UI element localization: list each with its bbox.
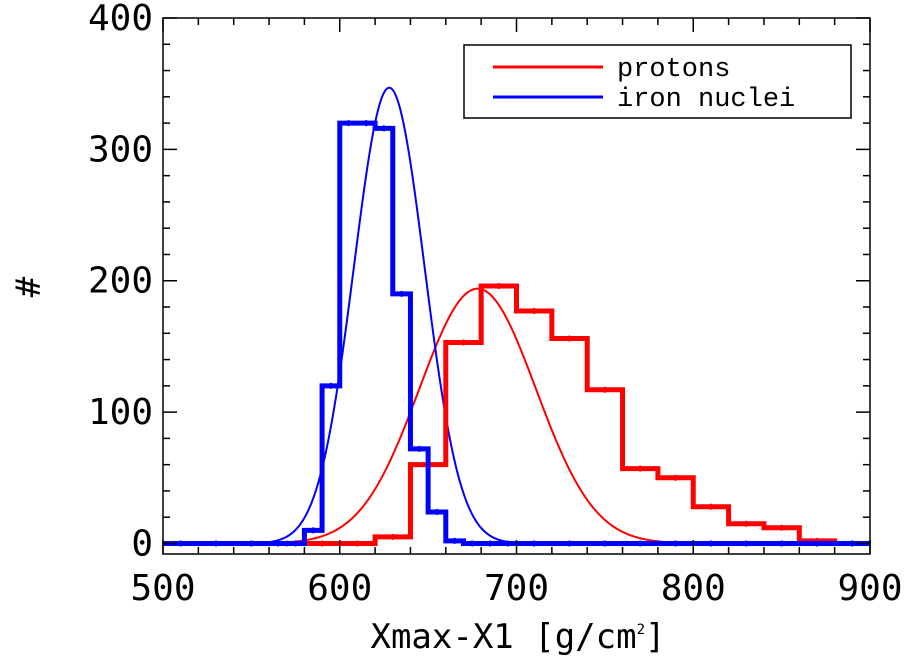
legend-label-iron-nuclei: iron nuclei: [617, 85, 795, 115]
y-tick-label: 400: [88, 0, 153, 39]
y-tick-label: 200: [88, 261, 153, 302]
y-axis-title: #: [9, 276, 49, 297]
y-tick-label: 0: [131, 523, 153, 564]
legend-box: [463, 44, 852, 119]
x-axis-tick-labels: 500 600 700 800 900: [130, 568, 902, 609]
x-tick-label: 700: [484, 568, 549, 609]
legend-label-protons: protons: [617, 55, 730, 85]
x-tick-label: 500: [130, 568, 195, 609]
protons-histogram: [163, 283, 870, 546]
protons-fit-curve: [163, 287, 870, 545]
plot-area: [163, 86, 870, 547]
axis-ticks: [162, 17, 871, 554]
x-axis-title: Xmax-X1 [g/cm2]: [370, 617, 665, 657]
y-axis-tick-labels: 0 100 200 300 400: [88, 0, 153, 564]
y-tick-label: 300: [88, 129, 153, 170]
iron-nuclei-fit-curve: [163, 86, 870, 545]
x-tick-label: 600: [307, 568, 372, 609]
x-tick-label: 900: [837, 568, 902, 609]
x-tick-label: 800: [661, 568, 726, 609]
y-tick-label: 100: [88, 392, 153, 433]
legend: protons iron nuclei: [463, 44, 852, 119]
iron-nuclei-histogram: [163, 120, 870, 546]
